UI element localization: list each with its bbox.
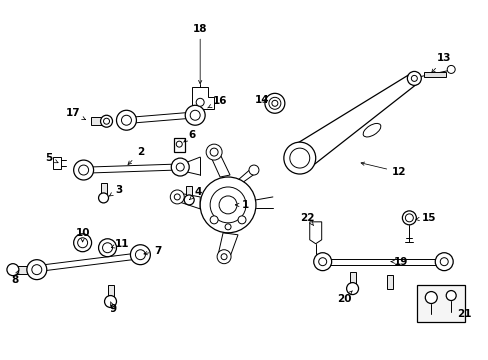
Circle shape <box>200 177 255 233</box>
Circle shape <box>248 165 259 175</box>
Polygon shape <box>291 73 417 170</box>
Text: 18: 18 <box>193 24 207 84</box>
Circle shape <box>210 216 218 224</box>
Circle shape <box>313 253 331 271</box>
Circle shape <box>78 238 87 248</box>
Bar <box>13 266 27 274</box>
Ellipse shape <box>363 123 380 137</box>
Text: 2: 2 <box>128 147 144 165</box>
Circle shape <box>425 292 436 303</box>
Bar <box>424 72 446 77</box>
Polygon shape <box>176 193 200 209</box>
Text: 7: 7 <box>143 246 162 256</box>
Circle shape <box>434 253 452 271</box>
Circle shape <box>32 265 41 275</box>
Circle shape <box>176 141 182 147</box>
Circle shape <box>176 163 184 171</box>
Bar <box>186 186 192 200</box>
Circle shape <box>206 144 222 160</box>
Polygon shape <box>192 87 214 109</box>
Bar <box>90 117 106 125</box>
Circle shape <box>185 105 205 125</box>
Text: 6: 6 <box>183 130 195 142</box>
Circle shape <box>217 250 230 264</box>
Text: 22: 22 <box>300 213 314 226</box>
Circle shape <box>74 160 93 180</box>
Bar <box>349 272 355 288</box>
Circle shape <box>184 195 194 205</box>
Text: 4: 4 <box>189 187 202 199</box>
Circle shape <box>289 148 309 168</box>
Circle shape <box>446 291 455 301</box>
Text: 1: 1 <box>235 200 248 210</box>
Circle shape <box>318 258 326 266</box>
Text: 21: 21 <box>456 310 470 319</box>
Circle shape <box>135 250 145 260</box>
Bar <box>107 285 113 301</box>
Polygon shape <box>210 150 229 177</box>
Circle shape <box>99 239 116 257</box>
Circle shape <box>196 98 203 106</box>
Circle shape <box>402 211 415 225</box>
Bar <box>416 285 464 323</box>
Polygon shape <box>238 167 255 183</box>
Circle shape <box>174 194 180 200</box>
Circle shape <box>101 115 112 127</box>
Text: 10: 10 <box>75 228 90 242</box>
Circle shape <box>410 75 416 81</box>
Circle shape <box>264 93 285 113</box>
Text: 15: 15 <box>415 213 436 223</box>
Text: 3: 3 <box>109 185 122 196</box>
Text: 13: 13 <box>431 54 450 73</box>
Bar <box>174 138 185 152</box>
Circle shape <box>210 148 218 156</box>
Polygon shape <box>53 157 61 169</box>
Circle shape <box>116 110 136 130</box>
Text: 14: 14 <box>254 95 269 105</box>
Circle shape <box>210 187 245 223</box>
Circle shape <box>346 283 358 294</box>
Circle shape <box>439 258 447 266</box>
Text: 8: 8 <box>11 270 19 285</box>
Circle shape <box>102 243 112 253</box>
Circle shape <box>268 97 280 109</box>
Circle shape <box>130 245 150 265</box>
Circle shape <box>447 66 454 73</box>
Circle shape <box>221 254 226 260</box>
Circle shape <box>407 71 421 85</box>
Circle shape <box>238 216 245 224</box>
Circle shape <box>224 224 230 230</box>
Bar <box>386 275 393 289</box>
Circle shape <box>27 260 47 280</box>
Bar <box>101 183 106 197</box>
Circle shape <box>283 142 315 174</box>
Circle shape <box>171 158 189 176</box>
Circle shape <box>271 100 277 106</box>
Circle shape <box>79 165 88 175</box>
Text: 9: 9 <box>110 302 117 315</box>
Text: 11: 11 <box>111 239 129 249</box>
Circle shape <box>103 118 109 124</box>
Circle shape <box>219 196 237 214</box>
Text: 5: 5 <box>45 153 58 163</box>
Circle shape <box>405 214 412 222</box>
Circle shape <box>74 234 91 252</box>
Circle shape <box>99 193 108 203</box>
Circle shape <box>170 190 184 204</box>
Text: 19: 19 <box>390 257 408 267</box>
Polygon shape <box>218 233 238 257</box>
Polygon shape <box>309 222 321 244</box>
Circle shape <box>7 264 19 276</box>
Text: 17: 17 <box>65 108 85 120</box>
Circle shape <box>104 296 116 307</box>
Circle shape <box>190 110 200 120</box>
Text: 20: 20 <box>337 291 352 303</box>
Text: 16: 16 <box>207 96 227 108</box>
Circle shape <box>121 115 131 125</box>
Text: 12: 12 <box>360 162 406 177</box>
